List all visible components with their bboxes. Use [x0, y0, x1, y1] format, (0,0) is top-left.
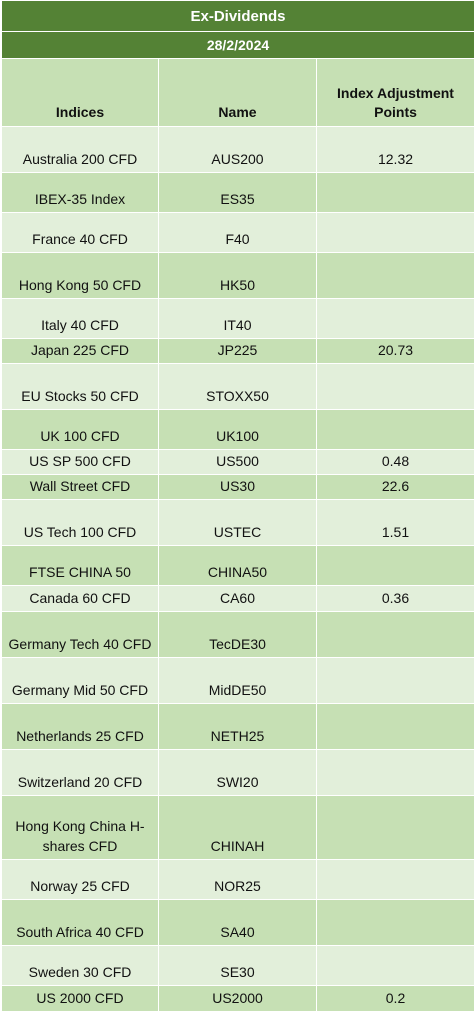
table-row: US 2000 CFD US2000 0.2 — [1, 985, 475, 1012]
name-cell: SWI20 — [158, 749, 317, 796]
table-row: Japan 225 CFD JP225 20.73 — [1, 338, 475, 364]
index-cell: Hong Kong China H-shares CFD — [1, 795, 159, 860]
index-cell: Italy 40 CFD — [1, 298, 159, 339]
points-cell: 22.6 — [315, 474, 475, 500]
index-cell: EU Stocks 50 CFD — [1, 363, 159, 410]
points-cell: 0.2 — [315, 985, 475, 1012]
index-cell: Wall Street CFD — [1, 474, 159, 500]
points-cell — [315, 611, 475, 658]
header-name: Name — [158, 58, 317, 127]
table-row: Hong Kong 50 CFD HK50 — [1, 252, 475, 299]
table-row: EU Stocks 50 CFD STOXX50 — [1, 363, 475, 410]
points-cell — [315, 657, 475, 704]
points-cell: 0.48 — [315, 449, 475, 475]
index-cell: France 40 CFD — [1, 212, 159, 253]
name-cell: US30 — [158, 474, 317, 500]
name-cell: NETH25 — [158, 703, 317, 750]
header-indices: Indices — [1, 58, 159, 127]
table-row: US Tech 100 CFD USTEC 1.51 — [1, 499, 475, 546]
index-cell: Hong Kong 50 CFD — [1, 252, 159, 299]
name-cell: MidDE50 — [158, 657, 317, 704]
index-cell: South Africa 40 CFD — [1, 899, 159, 946]
points-cell — [315, 899, 475, 946]
name-cell: US2000 — [158, 985, 317, 1012]
header-points: Index Adjustment Points — [315, 58, 475, 127]
name-cell: US500 — [158, 449, 317, 475]
points-cell: 1.51 — [315, 499, 475, 546]
table-row: Switzerland 20 CFD SWI20 — [1, 749, 475, 796]
table-row: Hong Kong China H-shares CFD CHINAH — [1, 795, 475, 860]
name-cell: CHINA50 — [158, 545, 317, 586]
table-date: 28/2/2024 — [0, 31, 475, 59]
points-cell — [315, 252, 475, 299]
index-cell: Switzerland 20 CFD — [1, 749, 159, 796]
name-cell: UK100 — [158, 409, 317, 450]
points-cell — [315, 363, 475, 410]
table-row: Canada 60 CFD CA60 0.36 — [1, 585, 475, 612]
index-cell: Netherlands 25 CFD — [1, 703, 159, 750]
table-body: Australia 200 CFD AUS200 12.32 IBEX-35 Ind… — [1, 126, 475, 1012]
points-cell — [315, 212, 475, 253]
name-cell: TecDE30 — [158, 611, 317, 658]
index-cell: Sweden 30 CFD — [1, 945, 159, 986]
index-cell: US SP 500 CFD — [1, 449, 159, 475]
table-row: Germany Mid 50 CFD MidDE50 — [1, 657, 475, 704]
column-header-row: Indices Name Index Adjustment Points — [1, 58, 475, 127]
table-title: Ex-Dividends — [0, 0, 475, 32]
table-row: FTSE CHINA 50 CHINA50 — [1, 545, 475, 586]
name-cell: CHINAH — [158, 795, 317, 860]
points-cell — [315, 298, 475, 339]
table-row: IBEX-35 Index ES35 — [1, 172, 475, 213]
table-row: UK 100 CFD UK100 — [1, 409, 475, 450]
title-row: Ex-Dividends — [0, 0, 475, 32]
table-row: Australia 200 CFD AUS200 12.32 — [1, 126, 475, 173]
name-cell: AUS200 — [158, 126, 317, 173]
table-row: France 40 CFD F40 — [1, 212, 475, 253]
name-cell: HK50 — [158, 252, 317, 299]
points-cell — [315, 172, 475, 213]
points-cell — [315, 545, 475, 586]
points-cell: 0.36 — [315, 585, 475, 612]
table-row: Italy 40 CFD IT40 — [1, 298, 475, 339]
table-row: Sweden 30 CFD SE30 — [1, 945, 475, 986]
table-row: Wall Street CFD US30 22.6 — [1, 474, 475, 500]
index-cell: Germany Tech 40 CFD — [1, 611, 159, 658]
points-cell — [315, 795, 475, 860]
index-cell: Australia 200 CFD — [1, 126, 159, 173]
index-cell: Germany Mid 50 CFD — [1, 657, 159, 704]
name-cell: CA60 — [158, 585, 317, 612]
index-cell: UK 100 CFD — [1, 409, 159, 450]
table-row: Norway 25 CFD NOR25 — [1, 859, 475, 900]
points-cell: 20.73 — [315, 338, 475, 364]
points-cell: 12.32 — [315, 126, 475, 173]
points-cell — [315, 409, 475, 450]
points-cell — [315, 749, 475, 796]
index-cell: Japan 225 CFD — [1, 338, 159, 364]
name-cell: ES35 — [158, 172, 317, 213]
name-cell: USTEC — [158, 499, 317, 546]
index-cell: IBEX-35 Index — [1, 172, 159, 213]
table-row: Netherlands 25 CFD NETH25 — [1, 703, 475, 750]
index-cell: US Tech 100 CFD — [1, 499, 159, 546]
name-cell: SE30 — [158, 945, 317, 986]
table-row: South Africa 40 CFD SA40 — [1, 899, 475, 946]
points-cell — [315, 703, 475, 750]
index-cell: Canada 60 CFD — [1, 585, 159, 612]
points-cell — [315, 859, 475, 900]
table-row: Germany Tech 40 CFD TecDE30 — [1, 611, 475, 658]
date-row: 28/2/2024 — [0, 31, 475, 59]
table-row: US SP 500 CFD US500 0.48 — [1, 449, 475, 475]
name-cell: NOR25 — [158, 859, 317, 900]
name-cell: JP225 — [158, 338, 317, 364]
index-cell: Norway 25 CFD — [1, 859, 159, 900]
index-cell: US 2000 CFD — [1, 985, 159, 1012]
name-cell: F40 — [158, 212, 317, 253]
name-cell: STOXX50 — [158, 363, 317, 410]
name-cell: SA40 — [158, 899, 317, 946]
index-cell: FTSE CHINA 50 — [1, 545, 159, 586]
points-cell — [315, 945, 475, 986]
name-cell: IT40 — [158, 298, 317, 339]
